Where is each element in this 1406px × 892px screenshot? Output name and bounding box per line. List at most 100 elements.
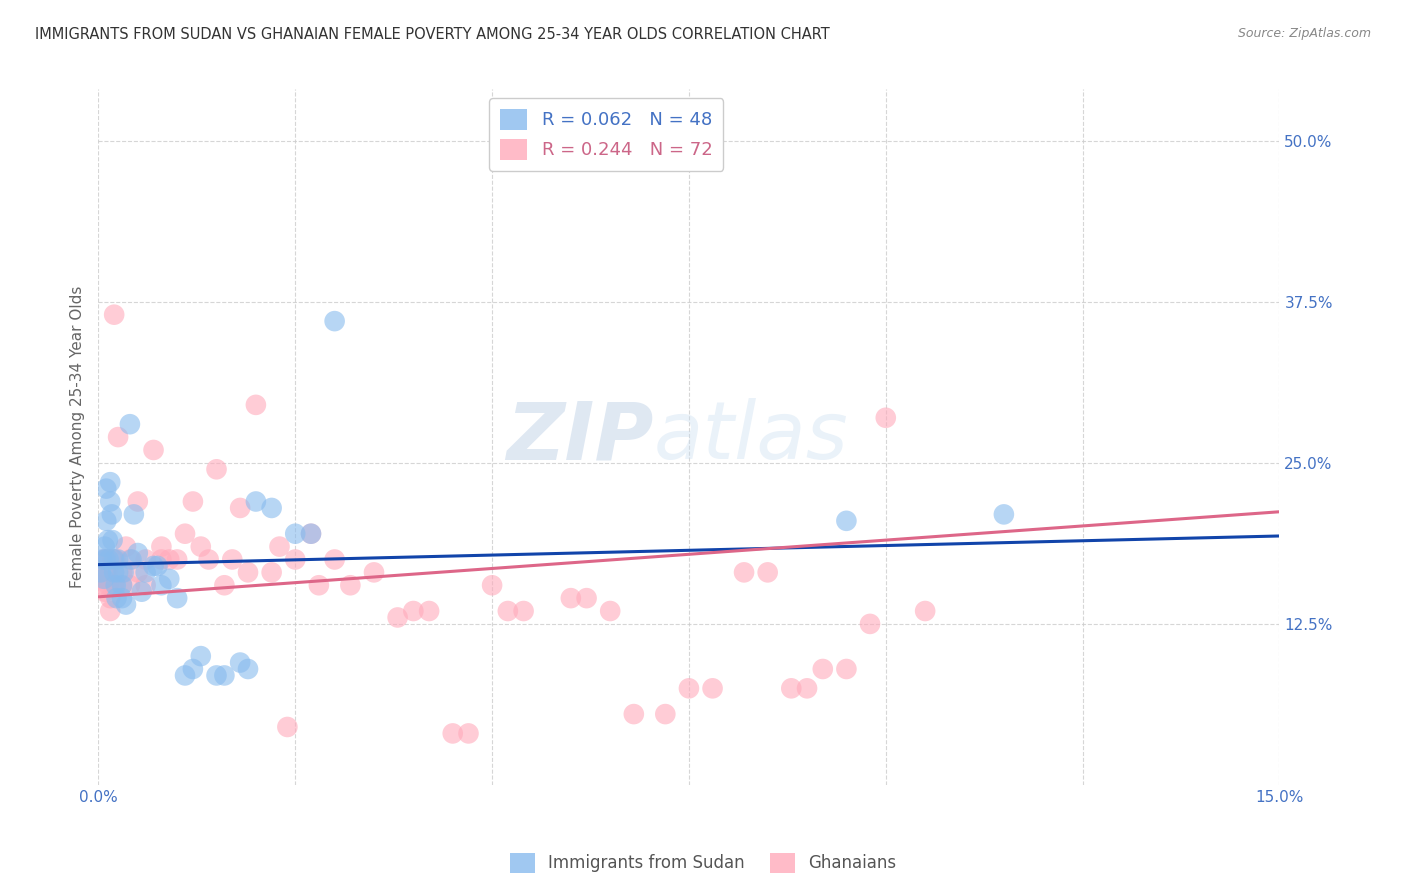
Point (323, 552, 346, 566)
Point (107, 552, 129, 566)
Point (103, 566, 125, 580)
Point (91, 578, 114, 592)
Point (107, 430, 129, 444)
Point (157, 552, 180, 566)
Point (260, 566, 283, 580)
Point (111, 591, 134, 606)
Point (121, 552, 143, 566)
Point (127, 566, 149, 580)
Point (118, 552, 141, 566)
Point (575, 591, 598, 606)
Point (166, 591, 188, 606)
Point (93, 552, 115, 566)
Text: atlas: atlas (654, 398, 848, 476)
Point (150, 552, 173, 566)
Point (101, 552, 124, 566)
Point (93, 572, 115, 586)
Point (387, 610, 409, 624)
Point (96, 552, 118, 566)
Point (560, 591, 582, 606)
Point (496, 604, 519, 618)
Point (142, 442, 165, 457)
Point (221, 552, 243, 566)
Point (122, 508, 145, 522)
Point (229, 656, 252, 670)
Point (166, 552, 188, 566)
Point (245, 494, 267, 508)
Point (733, 566, 755, 580)
Point (654, 707, 676, 722)
Point (97, 552, 120, 566)
Point (269, 540, 291, 554)
Point (98, 591, 121, 606)
Legend: Immigrants from Sudan, Ghanaians: Immigrants from Sudan, Ghanaians (503, 847, 903, 880)
Point (127, 494, 149, 508)
Point (197, 552, 219, 566)
Point (98, 604, 121, 618)
Point (98, 475, 121, 490)
Point (299, 526, 322, 541)
Point (914, 604, 936, 618)
Point (780, 681, 803, 696)
Point (236, 662, 259, 676)
Point (103, 308, 125, 322)
Point (299, 526, 322, 541)
Point (93, 540, 115, 554)
Point (97, 566, 120, 580)
Point (308, 578, 330, 592)
Text: Source: ZipAtlas.com: Source: ZipAtlas.com (1237, 27, 1371, 40)
Text: IMMIGRANTS FROM SUDAN VS GHANAIAN FEMALE POVERTY AMONG 25-34 YEAR OLDS CORRELATI: IMMIGRANTS FROM SUDAN VS GHANAIAN FEMALE… (35, 27, 830, 42)
Point (418, 604, 440, 618)
Point (174, 526, 197, 541)
Legend: R = 0.062   N = 48, R = 0.244   N = 72: R = 0.062 N = 48, R = 0.244 N = 72 (489, 98, 723, 170)
Point (284, 526, 307, 541)
Point (214, 578, 236, 592)
Point (118, 417, 141, 432)
Point (190, 649, 212, 664)
Point (111, 566, 134, 580)
Point (94, 552, 117, 566)
Point (363, 566, 385, 580)
Point (97, 533, 120, 548)
Point (112, 566, 135, 580)
Point (702, 681, 724, 696)
Point (190, 540, 212, 554)
Point (512, 604, 534, 618)
Point (835, 662, 858, 676)
Point (245, 398, 267, 412)
Point (174, 668, 197, 682)
Point (181, 662, 204, 676)
Point (402, 604, 425, 618)
Point (97, 578, 120, 592)
Point (142, 558, 165, 573)
Point (101, 533, 124, 548)
Point (796, 681, 818, 696)
Y-axis label: Female Poverty Among 25-34 Year Olds: Female Poverty Among 25-34 Year Olds (69, 286, 84, 588)
Point (859, 616, 882, 631)
Point (115, 598, 138, 612)
Point (323, 314, 346, 328)
Point (107, 566, 129, 580)
Text: ZIP: ZIP (506, 398, 654, 476)
Point (115, 540, 138, 554)
Point (98, 494, 121, 508)
Point (441, 726, 464, 740)
Point (90, 566, 112, 580)
Point (993, 508, 1015, 522)
Point (104, 552, 127, 566)
Point (135, 566, 157, 580)
Point (103, 552, 125, 566)
Point (457, 726, 479, 740)
Point (103, 578, 125, 592)
Point (811, 662, 834, 676)
Point (205, 668, 228, 682)
Point (623, 707, 645, 722)
Point (214, 668, 236, 682)
Point (111, 578, 134, 592)
Point (875, 410, 897, 425)
Point (236, 566, 259, 580)
Point (284, 552, 307, 566)
Point (96, 514, 118, 528)
Point (118, 578, 141, 592)
Point (678, 681, 700, 696)
